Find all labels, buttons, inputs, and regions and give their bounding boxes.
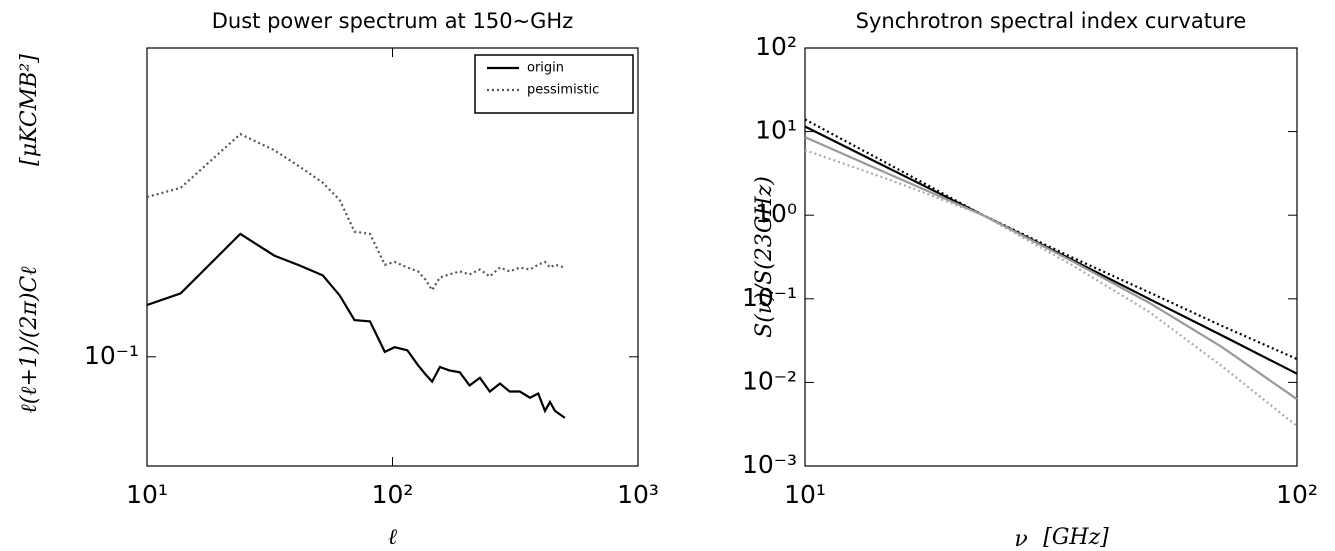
- legend-label: pessimistic: [527, 83, 599, 98]
- series-line: [146, 132, 566, 293]
- y-tick-label: 10⁻²: [742, 366, 797, 395]
- legend-label: origin: [527, 61, 564, 76]
- y-axis-label: S(ν)/S(23GHz): [752, 176, 777, 338]
- x-tick-label: 10¹: [126, 480, 168, 509]
- x-tick-label: 10²: [372, 480, 414, 509]
- legend-box: [474, 54, 634, 114]
- y-axis-label: ℓ(ℓ+1)/(2π)Cℓ: [17, 266, 42, 414]
- plot-frame: [804, 47, 1298, 467]
- series-line: [804, 136, 1298, 401]
- series-line: [804, 118, 1298, 361]
- y-tick-label: 10²: [755, 32, 797, 61]
- series-line: [804, 149, 1298, 427]
- y-tick-label: 10⁻³: [742, 450, 797, 479]
- x-axis-label: ℓ: [388, 525, 398, 550]
- y-tick-label: 10⁻¹: [84, 341, 139, 370]
- x-tick-label: 10³: [617, 480, 659, 509]
- series-line: [146, 232, 566, 419]
- y-axis-unit: [μKCMB²]: [17, 54, 42, 166]
- y-tick-label: 10⁻¹: [742, 283, 797, 312]
- x-tick-label: 10¹: [784, 480, 826, 509]
- series-line: [804, 125, 1298, 375]
- y-tick-label: 10⁰: [755, 199, 797, 228]
- chart-title: Synchrotron spectral index curvature: [856, 9, 1247, 33]
- y-tick-label: 10¹: [755, 116, 797, 145]
- x-axis-unit: [GHz]: [1043, 525, 1109, 550]
- chart-title: Dust power spectrum at 150~GHz: [212, 9, 574, 33]
- x-tick-label: 10²: [1276, 480, 1318, 509]
- x-axis-label: ν: [1014, 527, 1027, 551]
